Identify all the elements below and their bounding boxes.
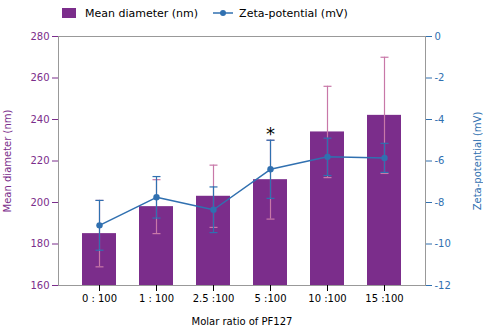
- svg-text:240: 240: [30, 114, 49, 125]
- svg-text:160: 160: [30, 280, 49, 291]
- svg-text:10 :100: 10 :100: [308, 293, 346, 304]
- html-text:Zeta-potential (mV): Zeta-potential (mV): [239, 6, 348, 20]
- svg-text:180: 180: [30, 238, 49, 249]
- svg-text:-4: -4: [435, 114, 445, 125]
- svg-text:260: 260: [30, 72, 49, 83]
- svg-text:-8: -8: [435, 197, 445, 208]
- svg-text:5 :100: 5 :100: [255, 293, 287, 304]
- svg-text:-10: -10: [435, 238, 451, 249]
- svg-text:2.5 :100: 2.5 :100: [193, 293, 235, 304]
- svg-text:Molar ratio of PF127: Molar ratio of PF127: [192, 316, 293, 327]
- svg-text:Mean diameter (nm): Mean diameter (nm): [2, 109, 13, 212]
- svg-text:220: 220: [30, 155, 49, 166]
- svg-text:0: 0: [435, 31, 441, 42]
- svg-text:15 :100: 15 :100: [365, 293, 403, 304]
- svg-text:1 : 100: 1 : 100: [139, 293, 174, 304]
- svg-text:Zeta-potential (mV): Zeta-potential (mV): [472, 112, 483, 211]
- html-text:Mean diameter (nm): Mean diameter (nm): [85, 6, 199, 20]
- svg-text:200: 200: [30, 197, 49, 208]
- svg-text:280: 280: [30, 31, 49, 42]
- svg-text:-2: -2: [435, 72, 445, 83]
- svg-text:-6: -6: [435, 155, 445, 166]
- svg-text:0 : 100: 0 : 100: [82, 293, 117, 304]
- svg-text:*: *: [266, 123, 275, 144]
- svg-text:-12: -12: [435, 280, 451, 291]
